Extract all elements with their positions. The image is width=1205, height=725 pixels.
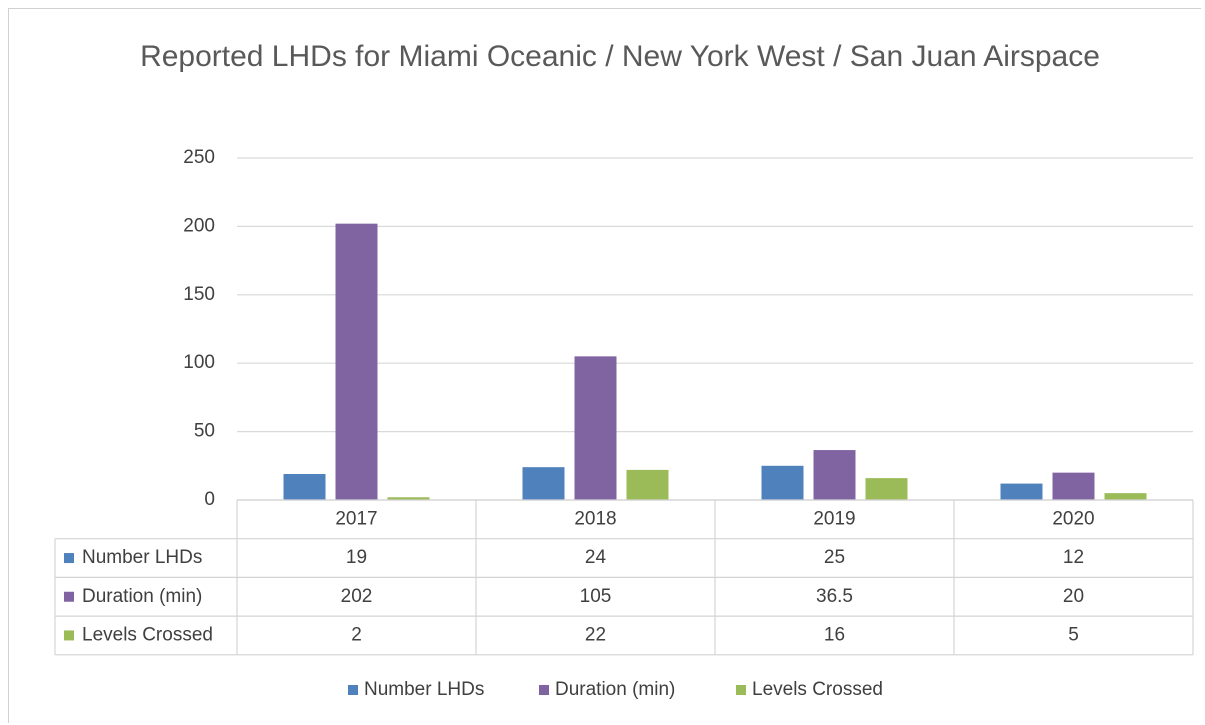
bar — [813, 450, 856, 500]
x-tick-label: 2017 — [335, 508, 377, 529]
table-row-label: Duration (min) — [82, 586, 202, 607]
table-row-label: Number LHDs — [82, 547, 202, 568]
bar — [626, 469, 669, 500]
chart-title: Reported LHDs for Miami Oceanic / New Yo… — [140, 40, 1100, 73]
legend-label: Duration (min) — [555, 679, 675, 700]
y-tick-label: 50 — [194, 421, 215, 442]
y-tick-label: 200 — [183, 215, 215, 236]
table-cell: 16 — [824, 624, 845, 645]
table-legend-swatch — [64, 553, 74, 564]
table-cell: 22 — [585, 624, 606, 645]
bar — [1052, 472, 1095, 500]
table-cell: 105 — [580, 586, 612, 607]
legend-swatch — [539, 685, 549, 695]
y-tick-label: 0 — [204, 489, 215, 510]
bar — [522, 467, 565, 500]
table-cell: 2 — [351, 624, 362, 645]
table-legend-swatch — [64, 630, 74, 641]
legend-label: Levels Crossed — [752, 679, 883, 700]
table-row-label: Levels Crossed — [82, 624, 213, 645]
bar — [1104, 493, 1147, 500]
legend-swatch — [348, 685, 358, 695]
y-tick-label: 250 — [183, 147, 215, 168]
table-cell: 12 — [1063, 547, 1084, 568]
x-tick-label: 2019 — [813, 508, 855, 529]
bar — [1000, 483, 1043, 500]
table-cell: 19 — [346, 547, 367, 568]
table-cell: 25 — [824, 547, 845, 568]
frame — [8, 8, 1201, 723]
x-tick-label: 2020 — [1052, 508, 1094, 529]
table-cell: 36.5 — [816, 586, 853, 607]
table-cell: 202 — [341, 586, 373, 607]
legend-label: Number LHDs — [364, 679, 484, 700]
bar — [761, 465, 804, 500]
table-legend-swatch — [64, 591, 74, 602]
bar — [574, 356, 617, 500]
bar — [387, 497, 430, 500]
x-tick-label: 2018 — [574, 508, 616, 529]
y-tick-label: 150 — [183, 284, 215, 305]
bar — [283, 474, 326, 500]
bar — [865, 478, 908, 500]
bar — [335, 223, 378, 500]
legend-swatch — [736, 685, 746, 695]
table-cell: 20 — [1063, 586, 1084, 607]
y-tick-label: 100 — [183, 352, 215, 373]
table-cell: 5 — [1068, 624, 1079, 645]
table-cell: 24 — [585, 547, 607, 568]
